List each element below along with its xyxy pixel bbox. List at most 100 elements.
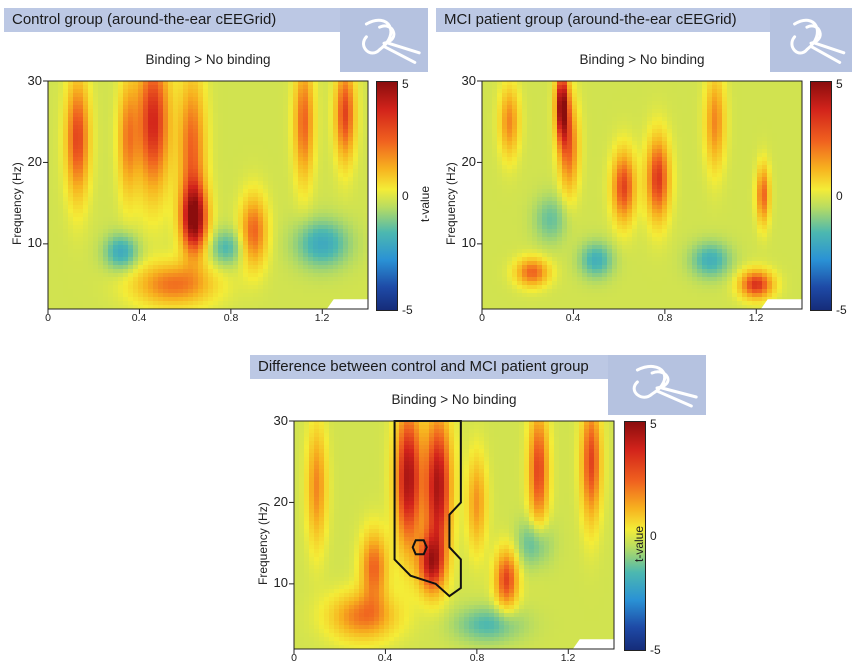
heatmap-cell: [143, 145, 149, 150]
heatmap-cell: [303, 253, 309, 258]
heatmap-cell: [168, 205, 174, 210]
heatmap-cell: [737, 97, 743, 102]
heatmap-cell: [58, 269, 64, 274]
heatmap-cell: [792, 145, 798, 150]
heatmap-cell: [722, 97, 728, 102]
heatmap-cell: [168, 141, 174, 146]
heatmap-cell: [547, 117, 553, 122]
heatmap-cell: [722, 93, 728, 98]
heatmap-cell: [93, 241, 99, 246]
heatmap-cell: [283, 237, 289, 242]
heatmap-cell: [238, 105, 244, 110]
heatmap-cell: [83, 237, 89, 242]
heatmap-cell: [53, 181, 59, 186]
heatmap-cell: [757, 141, 763, 146]
heatmap-cell: [308, 289, 314, 294]
heatmap-cell: [98, 185, 104, 190]
heatmap-cell: [557, 109, 563, 114]
heatmap-cell: [193, 109, 199, 114]
heatmap-cell: [223, 269, 229, 274]
heatmap-cell: [218, 157, 224, 162]
heatmap-cell: [248, 129, 254, 134]
heatmap-cell: [487, 97, 493, 102]
heatmap-cell: [358, 101, 364, 106]
heatmap-cell: [213, 201, 219, 206]
heatmap-cell: [687, 121, 693, 126]
heatmap-cell: [63, 105, 69, 110]
heatmap-cell: [138, 173, 144, 178]
heatmap-cell: [168, 213, 174, 218]
heatmap-cell: [53, 93, 59, 98]
heatmap-cell: [677, 109, 683, 114]
heatmap-cell: [143, 233, 149, 238]
heatmap-cell: [218, 193, 224, 198]
heatmap-cell: [358, 173, 364, 178]
heatmap-cell: [73, 289, 79, 294]
heatmap-cell: [148, 149, 154, 154]
heatmap-cell: [183, 101, 189, 106]
heatmap-cell: [602, 121, 608, 126]
heatmap-cell: [73, 205, 79, 210]
heatmap-cell: [318, 237, 324, 242]
heatmap-cell: [163, 233, 169, 238]
heatmap-cell: [128, 197, 134, 202]
heatmap-cell: [702, 109, 708, 114]
heatmap-cell: [153, 181, 159, 186]
heatmap-cell: [308, 85, 314, 90]
heatmap-cell: [587, 125, 593, 130]
heatmap-cell: [323, 261, 329, 266]
heatmap-cell: [772, 113, 778, 118]
heatmap-cell: [193, 121, 199, 126]
heatmap-cell: [602, 137, 608, 142]
heatmap-cell: [632, 89, 638, 94]
heatmap-cell: [298, 289, 304, 294]
heatmap-cell: [173, 217, 179, 222]
heatmap-cell: [198, 261, 204, 266]
heatmap-cell: [353, 189, 359, 194]
heatmap-cell: [218, 149, 224, 154]
heatmap-cell: [208, 197, 214, 202]
heatmap-cell: [772, 93, 778, 98]
heatmap-cell: [303, 109, 309, 114]
heatmap-cell: [158, 305, 164, 310]
heatmap-cell: [592, 125, 598, 130]
heatmap-cell: [93, 201, 99, 206]
heatmap-cell: [203, 165, 209, 170]
heatmap-cell: [48, 289, 54, 294]
heatmap-cell: [128, 193, 134, 198]
heatmap-cell: [123, 125, 129, 130]
heatmap-cell: [238, 181, 244, 186]
heatmap-cell: [657, 157, 663, 162]
heatmap-cell: [617, 101, 623, 106]
heatmap-cell: [687, 153, 693, 158]
heatmap-cell: [58, 153, 64, 158]
heatmap-cell: [248, 197, 254, 202]
heatmap-cell: [687, 101, 693, 106]
heatmap-cell: [173, 265, 179, 270]
heatmap-cell: [143, 289, 149, 294]
heatmap-cell: [303, 261, 309, 266]
heatmap-cell: [203, 153, 209, 158]
heatmap-cell: [148, 237, 154, 242]
heatmap-cell: [567, 125, 573, 130]
heatmap-cell: [143, 217, 149, 222]
heatmap-cell: [108, 81, 114, 86]
heatmap-cell: [697, 129, 703, 134]
heatmap-cell: [138, 297, 144, 302]
heatmap-cell: [58, 137, 64, 142]
heatmap-cell: [143, 121, 149, 126]
heatmap-cell: [168, 81, 174, 86]
heatmap-cell: [253, 97, 259, 102]
heatmap-cell: [133, 145, 139, 150]
heatmap-cell: [752, 89, 758, 94]
heatmap-cell: [153, 137, 159, 142]
heatmap-cell: [133, 129, 139, 134]
heatmap-cell: [507, 93, 513, 98]
heatmap-cell: [118, 301, 124, 306]
heatmap-cell: [607, 121, 613, 126]
heatmap-cell: [577, 117, 583, 122]
heatmap-cell: [757, 125, 763, 130]
heatmap-cell: [78, 213, 84, 218]
heatmap-cell: [323, 93, 329, 98]
heatmap-cell: [737, 157, 743, 162]
